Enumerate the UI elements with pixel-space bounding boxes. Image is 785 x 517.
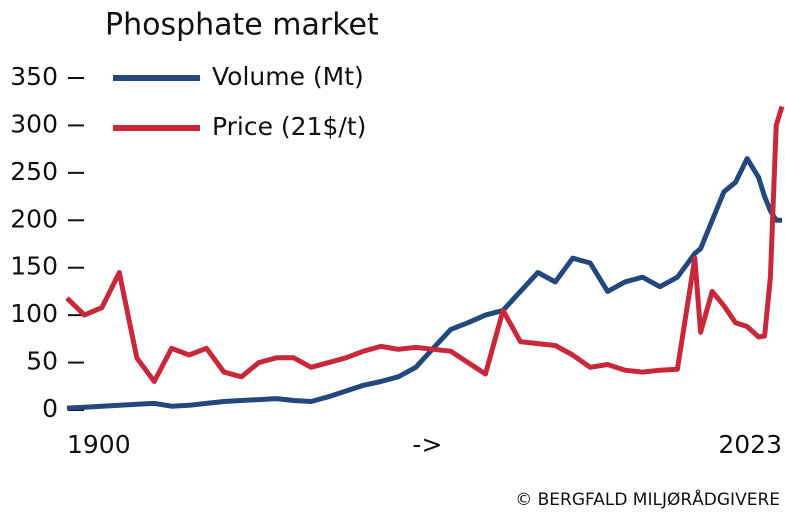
y-tick-label: 200 [10, 204, 58, 233]
chart-title: Phosphate market [105, 8, 379, 43]
y-tick-label: 250 [10, 157, 58, 186]
x-tick-label: 2023 [718, 430, 782, 459]
x-tick-label: -> [412, 430, 442, 459]
y-tick-label: 100 [10, 299, 58, 328]
credit: © BERGFALD MILJØRÅDGIVERE [515, 488, 780, 510]
y-tick-label: 350 [10, 62, 58, 91]
y-tick-label: 0 [42, 394, 58, 423]
series-line [66, 156, 782, 411]
legend-label: Volume (Mt) [212, 62, 364, 91]
y-tick-label: 150 [10, 252, 58, 281]
y-tick-label: 50 [26, 347, 58, 376]
series-line [65, 105, 785, 384]
y-tick-label: 300 [10, 109, 58, 138]
x-tick-label: 1900 [67, 430, 131, 459]
legend-label: Price (21$/t) [212, 112, 366, 141]
